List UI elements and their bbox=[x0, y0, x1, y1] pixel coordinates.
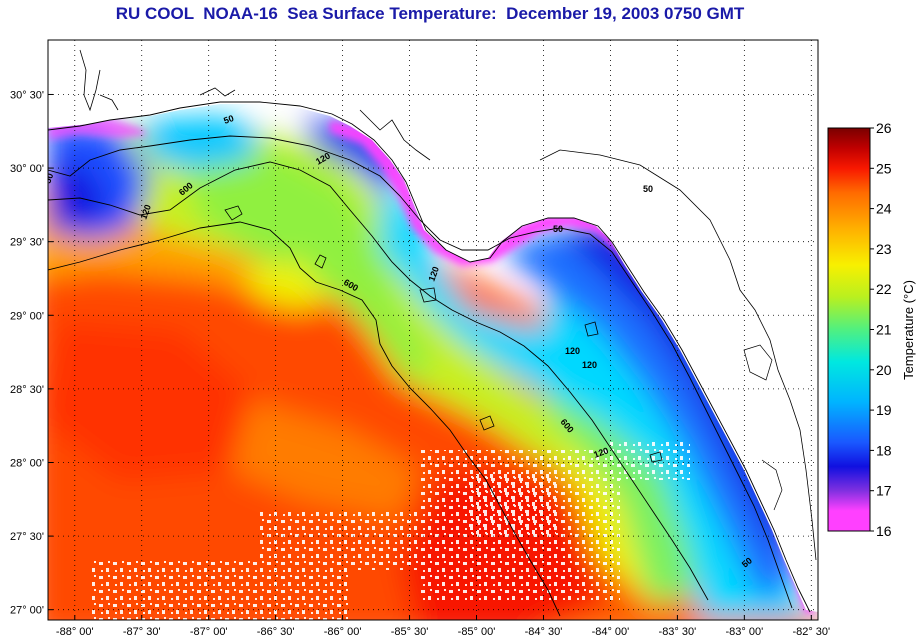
graticule bbox=[48, 40, 818, 620]
longitude-label: -84° 30' bbox=[525, 626, 563, 638]
bathymetry-contours bbox=[48, 135, 793, 617]
longitude-label: -85° 30' bbox=[391, 626, 429, 638]
contour-label: 120 bbox=[565, 346, 580, 356]
longitude-label: -82° 30' bbox=[792, 626, 830, 638]
colorbar-tick-label: 19 bbox=[876, 402, 892, 418]
colorbar: 26 25 24 23 22 21 20 19 18 17 16 Temperature (°C) bbox=[827, 120, 916, 539]
latitude-label: 30° 00' bbox=[10, 163, 44, 175]
colorbar-tick-label: 17 bbox=[876, 483, 892, 499]
map-frame bbox=[47, 39, 819, 621]
contour-label: 50 bbox=[740, 555, 754, 569]
longitude-label: -84° 00' bbox=[592, 626, 630, 638]
colorbar-scale bbox=[827, 127, 871, 532]
colorbar-tick-label: 24 bbox=[876, 201, 892, 217]
latitude-label: 30° 30' bbox=[10, 89, 44, 101]
latitude-label: 29° 00' bbox=[10, 310, 44, 322]
longitude-label: -88° 00' bbox=[56, 626, 94, 638]
contour-label: 50 bbox=[42, 172, 55, 185]
contour-label: 50 bbox=[643, 184, 653, 194]
colorbar-tick-label: 23 bbox=[876, 241, 892, 257]
colorbar-tick-label: 21 bbox=[876, 322, 892, 338]
longitude-label: -86° 00' bbox=[324, 626, 362, 638]
colorbar-tick-label: 25 bbox=[876, 160, 892, 176]
longitude-label: -85° 00' bbox=[458, 626, 496, 638]
longitude-label: -87° 30' bbox=[123, 626, 161, 638]
latitude-label: 27° 00' bbox=[10, 605, 44, 617]
contour-label: 120 bbox=[582, 360, 597, 370]
longitude-label: -83° 30' bbox=[659, 626, 697, 638]
contour-label: 50 bbox=[222, 113, 235, 126]
colorbar-tick-label: 18 bbox=[876, 442, 892, 458]
colorbar-tick-label: 22 bbox=[876, 281, 892, 297]
map-area: 50 50 50 50 120 120 120 120 120 120 600 … bbox=[42, 40, 818, 620]
contour-label: 120 bbox=[592, 445, 610, 460]
longitude-label: -83° 00' bbox=[725, 626, 763, 638]
map-title: RU COOL NOAA-16 Sea Surface Temperature:… bbox=[115, 4, 745, 23]
latitude-label: 27° 30' bbox=[10, 531, 44, 543]
latitude-label: 29° 30' bbox=[10, 237, 44, 249]
colorbar-tick-label: 20 bbox=[876, 362, 892, 378]
latitude-axis: 30° 30' 30° 00' 29° 30' 29° 00' 28° 30' 28° 0… bbox=[10, 89, 53, 617]
longitude-label: -87° 00' bbox=[190, 626, 228, 638]
colorbar-ticks: 26 25 24 23 22 21 20 19 18 17 16 bbox=[870, 120, 892, 539]
colorbar-tick-label: 26 bbox=[876, 120, 892, 136]
contour-label: 120 bbox=[138, 203, 153, 221]
longitude-label: -86° 30' bbox=[257, 626, 295, 638]
colorbar-title: Temperature (°C) bbox=[901, 280, 916, 380]
sst-field bbox=[48, 115, 818, 620]
contour-label: 50 bbox=[553, 224, 563, 234]
latitude-label: 28° 00' bbox=[10, 457, 44, 469]
longitude-axis: -88° 00' -87° 30' -87° 00' -86° 30' -86° 00'… bbox=[56, 615, 830, 638]
colorbar-tick-label: 16 bbox=[876, 523, 892, 539]
contour-label: 120 bbox=[426, 265, 441, 283]
latitude-label: 28° 30' bbox=[10, 384, 44, 396]
